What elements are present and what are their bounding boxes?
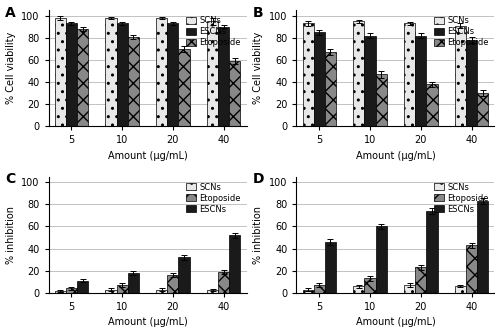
- Bar: [218, 272, 230, 293]
- Bar: [178, 49, 190, 126]
- Bar: [314, 32, 325, 126]
- Bar: [168, 275, 178, 293]
- Bar: [230, 61, 240, 126]
- Bar: [364, 278, 376, 293]
- X-axis label: Amount (μg/mL): Amount (μg/mL): [356, 317, 436, 327]
- Legend: SCNs, ESCNs, Etoposide: SCNs, ESCNs, Etoposide: [184, 14, 242, 49]
- X-axis label: Amount (μg/mL): Amount (μg/mL): [108, 317, 188, 327]
- Bar: [207, 21, 218, 126]
- Bar: [364, 36, 376, 126]
- Bar: [466, 245, 477, 293]
- Text: A: A: [5, 6, 15, 20]
- Bar: [455, 286, 466, 293]
- Bar: [128, 273, 139, 293]
- Bar: [207, 290, 218, 293]
- Bar: [477, 93, 488, 126]
- Legend: SCNs, Etoposide, ESCNs: SCNs, Etoposide, ESCNs: [432, 181, 490, 215]
- Bar: [354, 21, 364, 126]
- Bar: [77, 29, 88, 126]
- Bar: [404, 285, 415, 293]
- Bar: [54, 18, 66, 126]
- Y-axis label: % inhibition: % inhibition: [6, 206, 16, 264]
- Bar: [376, 226, 387, 293]
- Bar: [455, 26, 466, 126]
- X-axis label: Amount (μg/mL): Amount (μg/mL): [356, 151, 436, 161]
- Bar: [178, 257, 190, 293]
- Text: C: C: [5, 172, 15, 186]
- Bar: [230, 235, 240, 293]
- Y-axis label: % Cell viability: % Cell viability: [254, 32, 264, 105]
- Bar: [477, 201, 488, 293]
- Bar: [415, 36, 426, 126]
- Bar: [128, 37, 139, 126]
- Text: D: D: [253, 172, 264, 186]
- Bar: [116, 285, 128, 293]
- Bar: [106, 289, 117, 293]
- Legend: SCNs, ESCNs, Etoposide: SCNs, ESCNs, Etoposide: [432, 14, 490, 49]
- Bar: [426, 84, 438, 126]
- Bar: [66, 288, 77, 293]
- Bar: [404, 24, 415, 126]
- Bar: [302, 289, 314, 293]
- Bar: [354, 286, 364, 293]
- Bar: [466, 40, 477, 126]
- Bar: [415, 267, 426, 293]
- Bar: [426, 211, 438, 293]
- Bar: [116, 24, 128, 126]
- Bar: [376, 74, 387, 126]
- Bar: [156, 289, 168, 293]
- Bar: [106, 18, 117, 126]
- Bar: [218, 27, 230, 126]
- X-axis label: Amount (μg/mL): Amount (μg/mL): [108, 151, 188, 161]
- Y-axis label: % inhibition: % inhibition: [254, 206, 264, 264]
- Bar: [168, 24, 178, 126]
- Bar: [54, 291, 66, 293]
- Bar: [77, 281, 88, 293]
- Bar: [156, 18, 168, 126]
- Bar: [314, 285, 325, 293]
- Bar: [302, 24, 314, 126]
- Bar: [66, 24, 77, 126]
- Text: B: B: [253, 6, 264, 20]
- Bar: [325, 52, 336, 126]
- Y-axis label: % Cell viability: % Cell viability: [6, 32, 16, 105]
- Legend: SCNs, Etoposide, ESCNs: SCNs, Etoposide, ESCNs: [184, 181, 242, 215]
- Bar: [325, 242, 336, 293]
